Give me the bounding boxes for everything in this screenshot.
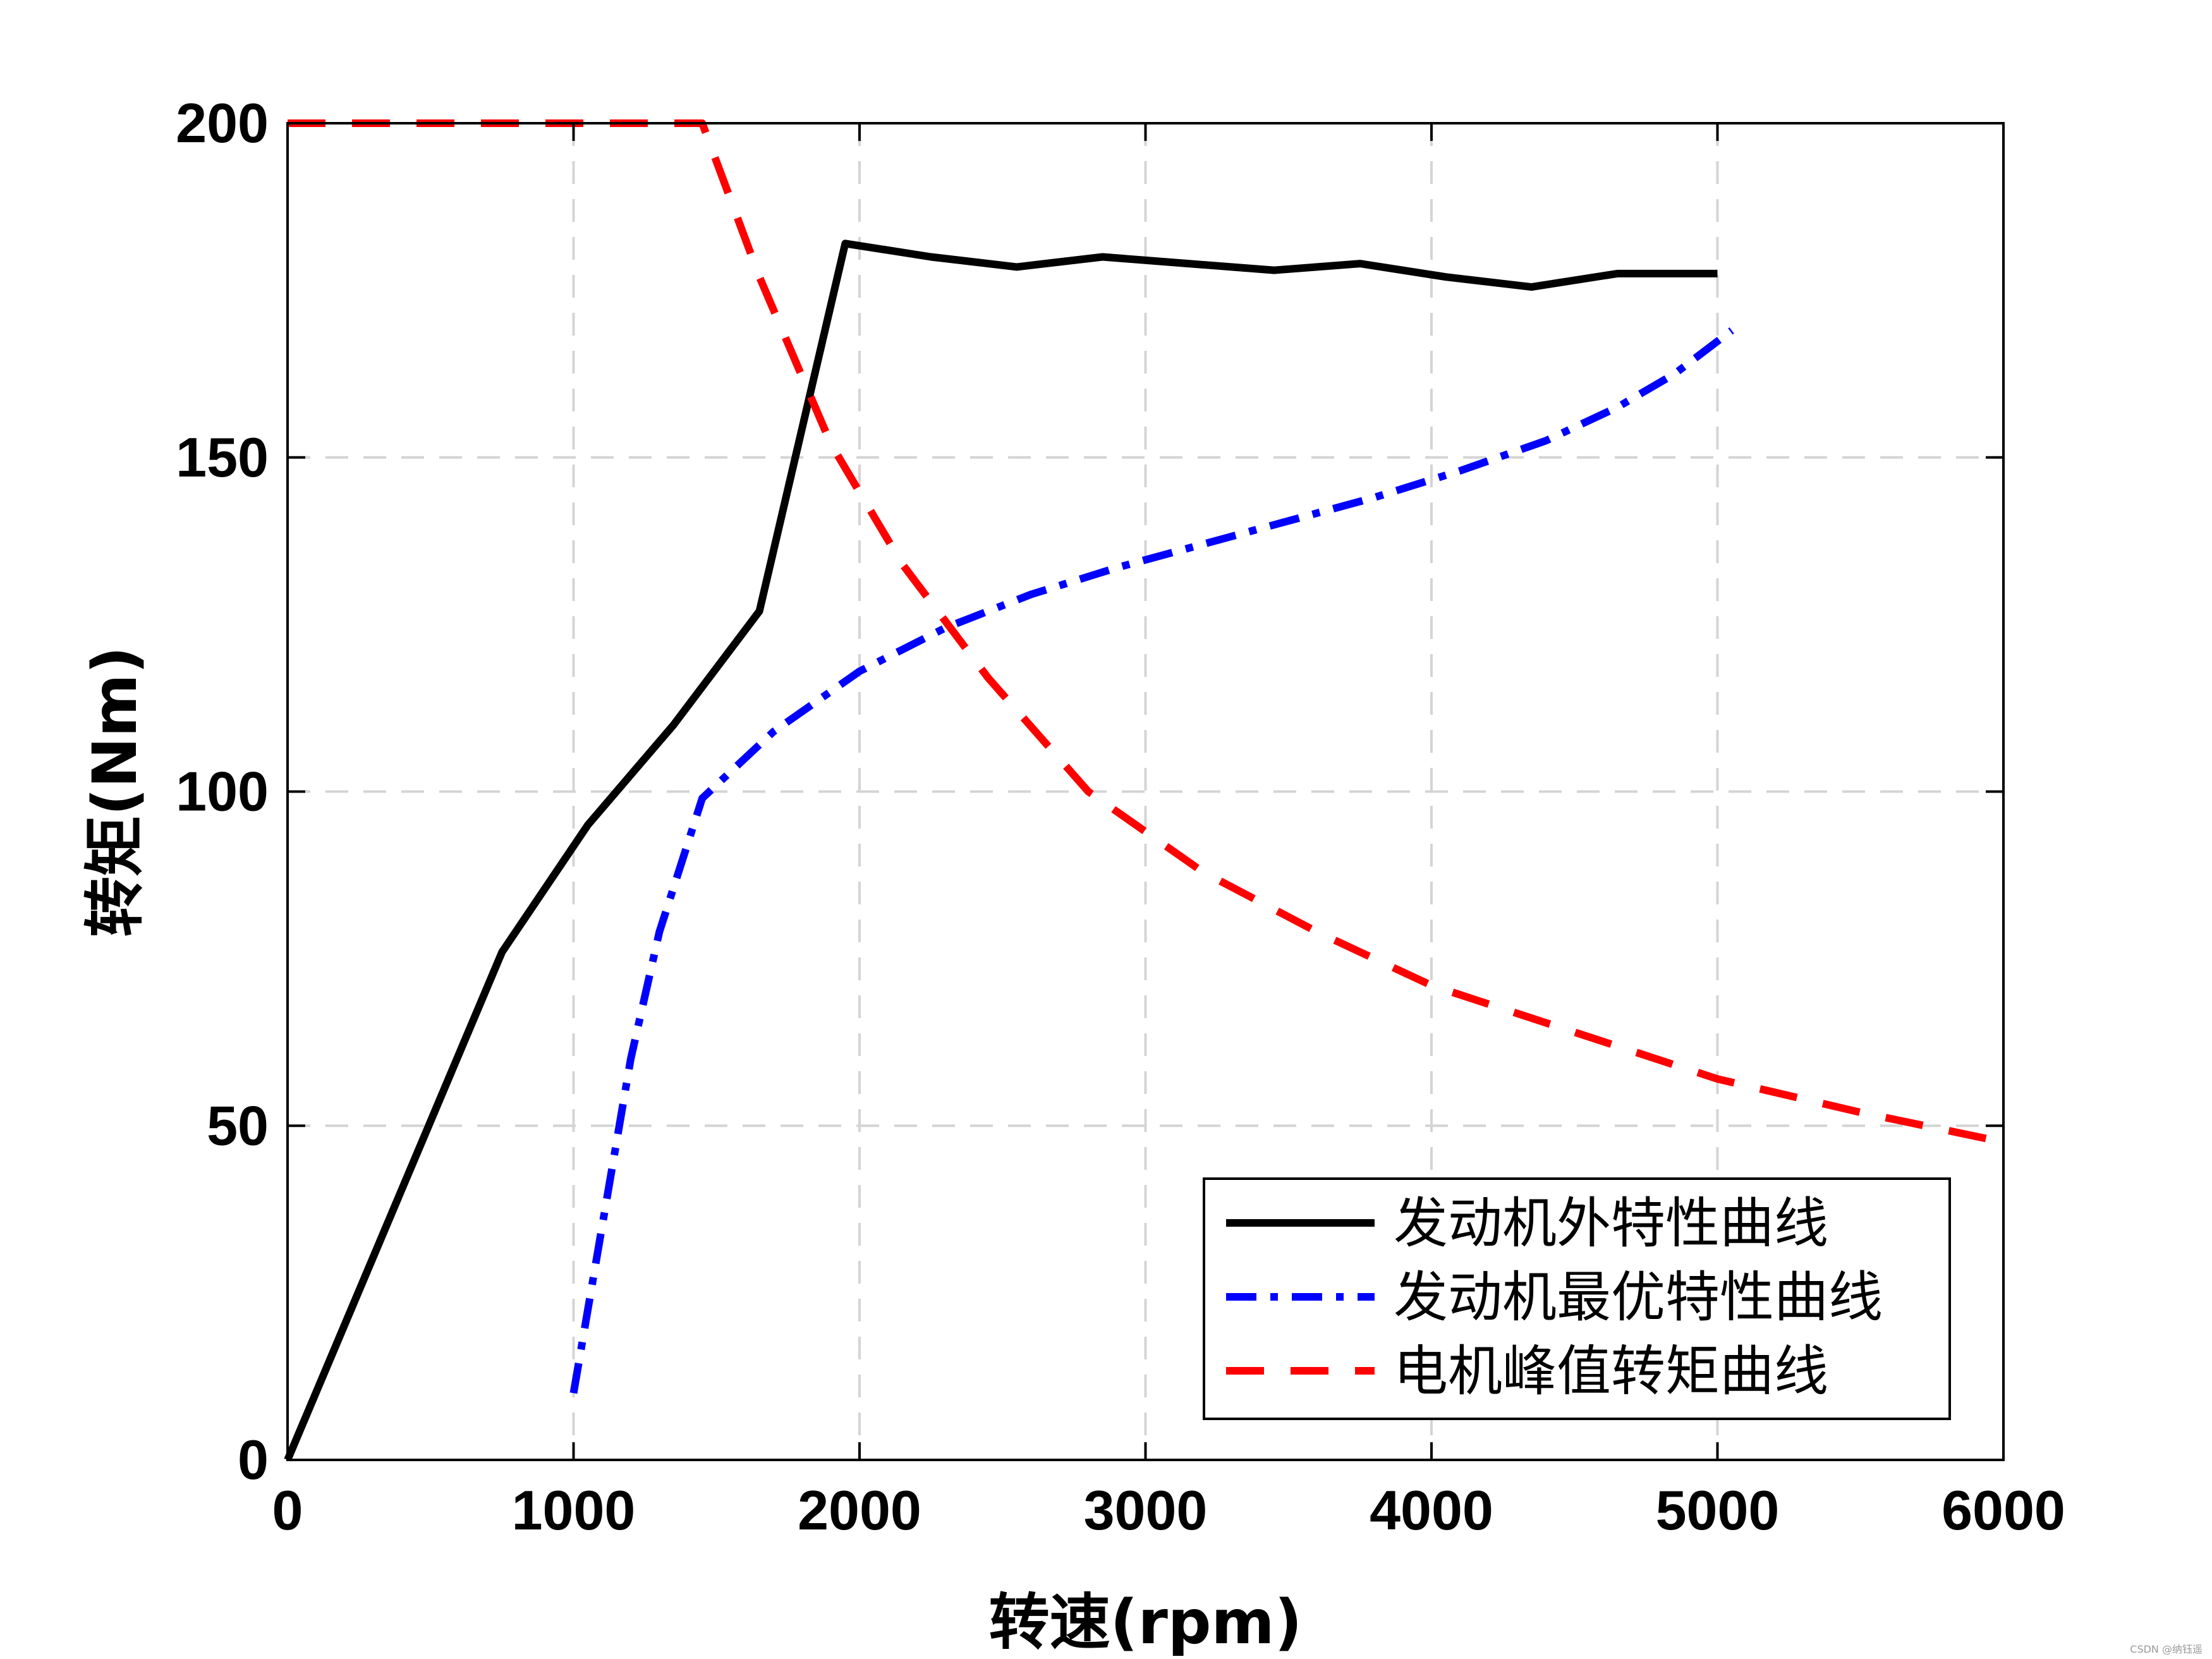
tick-labels: 0 1000 2000 3000 4000 5000 6000 0 50 100 150 200 xyxy=(176,92,2065,1541)
engine-external-curve-line xyxy=(284,240,1718,1462)
y-tick-label: 150 xyxy=(176,426,269,489)
x-tick-label: 5000 xyxy=(1656,1479,1780,1541)
legend-label-motor-peak: 电机峰值转矩曲线 xyxy=(1394,1340,1828,1403)
legend: 发动机外特性曲线 发动机最优特性曲线 电机峰值转矩曲线 xyxy=(1203,1177,1951,1420)
y-tick-label: 100 xyxy=(176,760,269,823)
x-tick-label: 3000 xyxy=(1084,1479,1208,1541)
watermark: CSDN @纳钰遥 xyxy=(2130,1643,2203,1655)
y-tick-label: 200 xyxy=(176,92,269,154)
x-tick-label: 0 xyxy=(272,1479,303,1541)
x-tick-label: 4000 xyxy=(1370,1479,1493,1541)
series-lines xyxy=(284,119,1990,1462)
legend-label-engine-optimal: 发动机最优特性曲线 xyxy=(1394,1266,1883,1329)
x-tick-label: 2000 xyxy=(798,1479,921,1541)
x-axis-title: 转速(rpm) xyxy=(989,1587,1303,1658)
y-tick-label: 0 xyxy=(238,1428,269,1491)
y-tick-label: 50 xyxy=(207,1094,269,1157)
motor-peak-torque-curve-line xyxy=(288,119,1990,1143)
y-axis-title: 转矩(Nm) xyxy=(80,646,150,937)
legend-box xyxy=(1203,1177,1951,1420)
axis-ticks xyxy=(286,122,2005,1461)
x-tick-label: 1000 xyxy=(512,1479,636,1541)
legend-label-engine-external: 发动机外特性曲线 xyxy=(1394,1192,1828,1255)
x-tick-label: 6000 xyxy=(1942,1479,2065,1541)
